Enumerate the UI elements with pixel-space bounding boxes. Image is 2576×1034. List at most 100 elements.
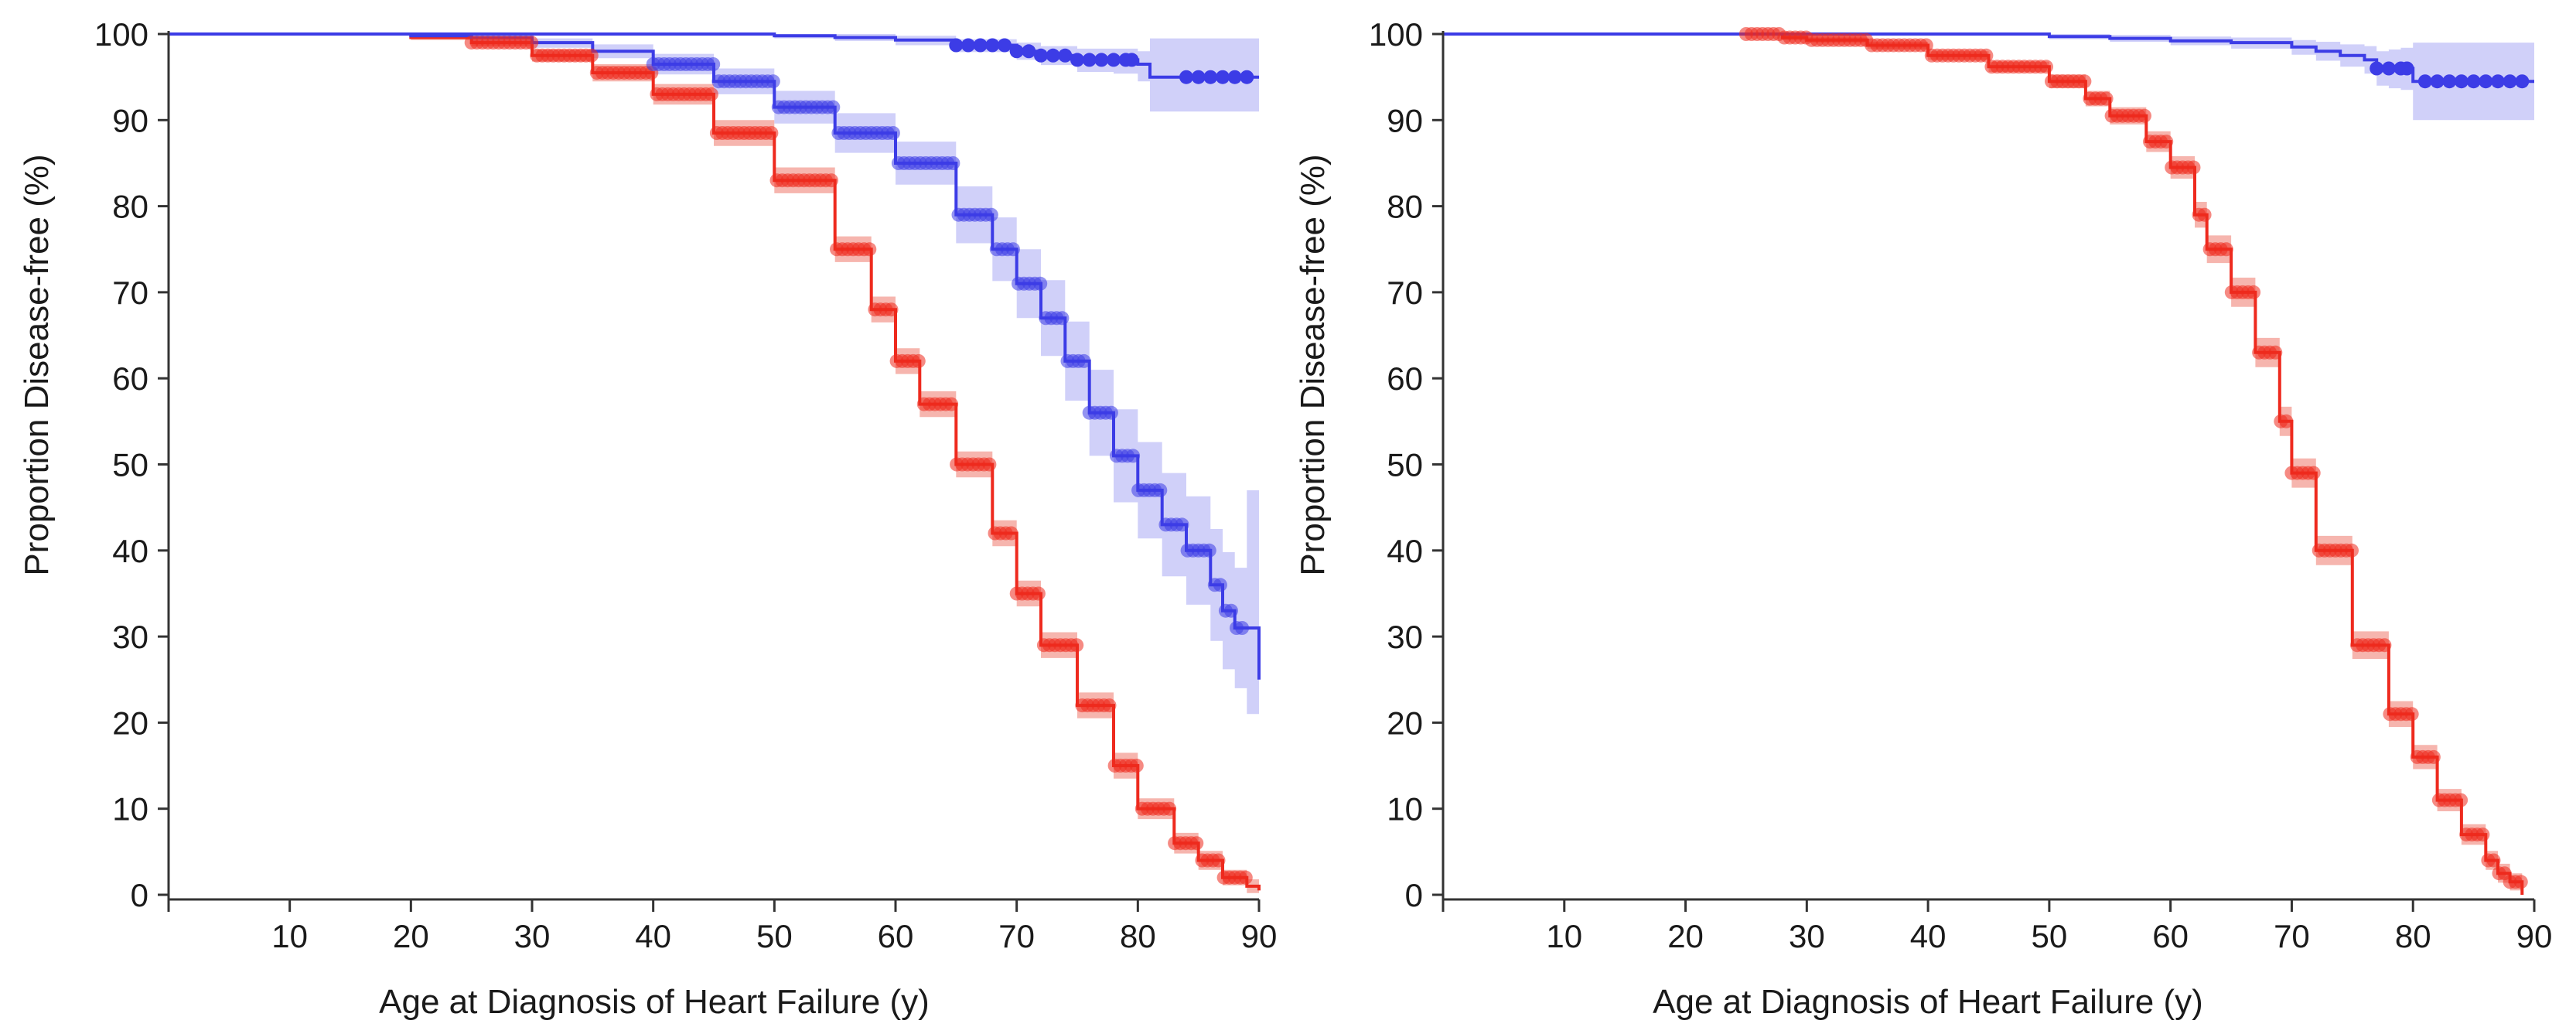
left-blue-upper-censor-mark — [1240, 70, 1254, 84]
left-blue-censor-mark — [1006, 242, 1020, 257]
left-blue-censor-mark — [885, 126, 900, 140]
right-blue-censor-mark — [2479, 74, 2493, 89]
right-red-censor-mark — [2279, 414, 2294, 428]
right-y-tick-label: 40 — [1387, 533, 1423, 569]
right-blue-censor-mark — [2400, 61, 2414, 76]
right-blue-censor-mark — [2381, 61, 2396, 76]
left-red-censor-mark — [982, 457, 997, 472]
left-x-tick-label: 50 — [756, 918, 793, 954]
left-y-tick-label: 60 — [112, 360, 148, 397]
right-blue-ci-band — [1443, 34, 2534, 121]
right-censor-marks — [1738, 27, 2530, 889]
left-panel: Proportion Disease-free (%) Age at Diagn… — [18, 16, 1277, 1021]
left-red-censor-mark — [584, 48, 599, 63]
left-red-censor-mark — [884, 302, 899, 317]
left-blue-censor-mark — [1076, 353, 1091, 368]
right-red-censor-mark — [2247, 285, 2261, 299]
right-ylabel: Proportion Disease-free (%) — [1294, 154, 1332, 575]
left-y-tick-label: 70 — [112, 275, 148, 311]
right-red-censor-mark — [2077, 74, 2092, 89]
left-blue-upper-censor-mark — [1216, 70, 1230, 84]
left-red-censor-mark — [1162, 801, 1177, 816]
left-y-tick-label: 40 — [112, 533, 148, 569]
right-panel: Proportion Disease-free (%) Age at Diagn… — [1294, 16, 2552, 1021]
left-blue-upper-censor-mark — [1082, 53, 1097, 67]
left-x-tick-label: 30 — [514, 918, 551, 954]
left-blue-censor-mark — [1213, 578, 1227, 592]
right-red-ci-band — [1443, 34, 2523, 895]
left-blue-censor-mark — [826, 100, 841, 114]
right-x-tick-label: 20 — [1667, 918, 1704, 954]
right-red-censor-mark — [2138, 108, 2151, 123]
left-red-censor-mark — [704, 87, 718, 101]
right-x-tick-label: 60 — [2152, 918, 2189, 954]
left-blue-upper-censor-mark — [1034, 48, 1048, 63]
right-red-censor-mark — [2159, 135, 2174, 149]
left-y-tick-label: 100 — [94, 16, 148, 53]
left-red-survival-line — [169, 32, 1261, 891]
left-blue-upper-censor-mark — [1046, 48, 1060, 63]
left-ylabel: Proportion Disease-free (%) — [18, 154, 56, 575]
right-y-tick-label: 100 — [1369, 16, 1423, 53]
right-blue-censor-mark — [2454, 74, 2469, 89]
right-red-censor-mark — [2454, 793, 2469, 807]
right-red-censor-mark — [2513, 875, 2528, 889]
right-red-censor-mark — [2404, 707, 2419, 722]
left-blue-upper-censor-mark — [1022, 44, 1036, 59]
right-red-censor-mark — [2306, 466, 2321, 480]
left-blue-upper-censor-mark — [1203, 70, 1218, 84]
left-red-censor-mark — [944, 397, 959, 411]
left-blue-censor-mark — [946, 156, 960, 170]
left-blue-upper-censor-mark — [949, 38, 964, 53]
right-bands — [1443, 34, 2534, 895]
left-blue-censor-mark — [1033, 276, 1048, 291]
left-red-censor-mark — [1189, 836, 1204, 851]
left-blue-censor-mark — [1235, 621, 1250, 635]
right-blue-censor-mark — [2491, 74, 2505, 89]
right-red-censor-mark — [2268, 345, 2283, 360]
right-x-tick-label: 70 — [2274, 918, 2310, 954]
right-red-censor-mark — [2186, 160, 2201, 175]
right-y-tick-label: 20 — [1387, 705, 1423, 741]
right-y-tick-label: 80 — [1387, 189, 1423, 225]
right-blue-censor-mark — [2503, 74, 2517, 89]
left-blue-censor-mark — [1126, 449, 1141, 463]
left-x-tick-label: 60 — [878, 918, 914, 954]
left-blue-censor-mark — [1104, 405, 1118, 420]
left-x-tick-label: 80 — [1120, 918, 1156, 954]
left-blue-upper-censor-mark — [1094, 53, 1109, 67]
left-blue-upper-censor-mark — [1191, 70, 1206, 84]
right-blue-censor-mark — [2370, 61, 2384, 76]
right-y-tick-label: 10 — [1387, 791, 1423, 828]
left-blue-censor-mark — [706, 57, 721, 71]
right-red-censor-mark — [2197, 207, 2212, 222]
left-blue-censor-mark — [1224, 603, 1238, 618]
right-red-censor-mark — [2475, 828, 2490, 842]
right-red-censor-mark — [2219, 242, 2233, 257]
left-blue-upper-censor-mark — [961, 38, 975, 53]
left-bands — [169, 34, 1259, 895]
right-red-censor-mark — [1919, 38, 1933, 53]
left-blue-censor-mark — [1202, 543, 1216, 558]
right-red-censor-mark — [2039, 60, 2053, 74]
left-red-censor-mark — [824, 173, 838, 188]
left-red-censor-mark — [862, 242, 877, 257]
left-y-tick-label: 90 — [112, 102, 148, 138]
left-y-tick-label: 10 — [112, 791, 148, 828]
right-red-censor-mark — [2099, 91, 2114, 106]
right-y-tick-label: 90 — [1387, 102, 1423, 138]
right-x-tick-label: 50 — [2032, 918, 2068, 954]
right-red-censor-mark — [1979, 48, 1994, 63]
left-y-tick-label: 80 — [112, 189, 148, 225]
right-blue-censor-mark — [2430, 74, 2445, 89]
left-blue-upper-censor-mark — [1009, 44, 1024, 59]
left-blue-censor-mark — [1175, 517, 1189, 532]
left-red-censor-mark — [764, 126, 779, 140]
left-red-censor-mark — [1031, 586, 1046, 601]
left-y-tick-label: 50 — [112, 447, 148, 483]
left-red-censor-mark — [524, 36, 539, 50]
right-blue-censor-mark — [2417, 74, 2432, 89]
left-y-tick-label: 30 — [112, 619, 148, 655]
left-blue-upper-censor-mark — [973, 38, 988, 53]
left-red-censor-mark — [1129, 759, 1144, 773]
